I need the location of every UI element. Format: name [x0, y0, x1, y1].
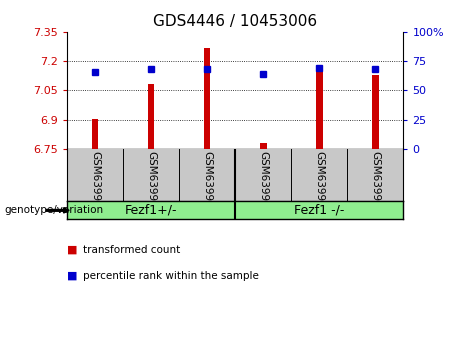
Text: genotype/variation: genotype/variation: [5, 205, 104, 215]
Bar: [92, 119, 98, 149]
Bar: [260, 143, 266, 149]
Text: ■: ■: [67, 245, 77, 255]
Title: GDS4446 / 10453006: GDS4446 / 10453006: [153, 14, 317, 29]
Text: GSM639942: GSM639942: [314, 151, 324, 214]
Bar: [204, 48, 210, 149]
Text: Fezf1 -/-: Fezf1 -/-: [294, 204, 344, 217]
Text: ■: ■: [67, 271, 77, 281]
Text: GSM639943: GSM639943: [370, 151, 380, 214]
Text: GSM639941: GSM639941: [258, 151, 268, 214]
Text: GSM639938: GSM639938: [90, 151, 100, 214]
Bar: [148, 84, 154, 149]
Text: GSM639940: GSM639940: [202, 151, 212, 214]
Text: GSM639939: GSM639939: [146, 151, 156, 214]
Bar: [372, 75, 378, 149]
Text: Fezf1+/-: Fezf1+/-: [125, 204, 177, 217]
Text: percentile rank within the sample: percentile rank within the sample: [83, 271, 259, 281]
Bar: [316, 66, 323, 149]
Text: transformed count: transformed count: [83, 245, 180, 255]
